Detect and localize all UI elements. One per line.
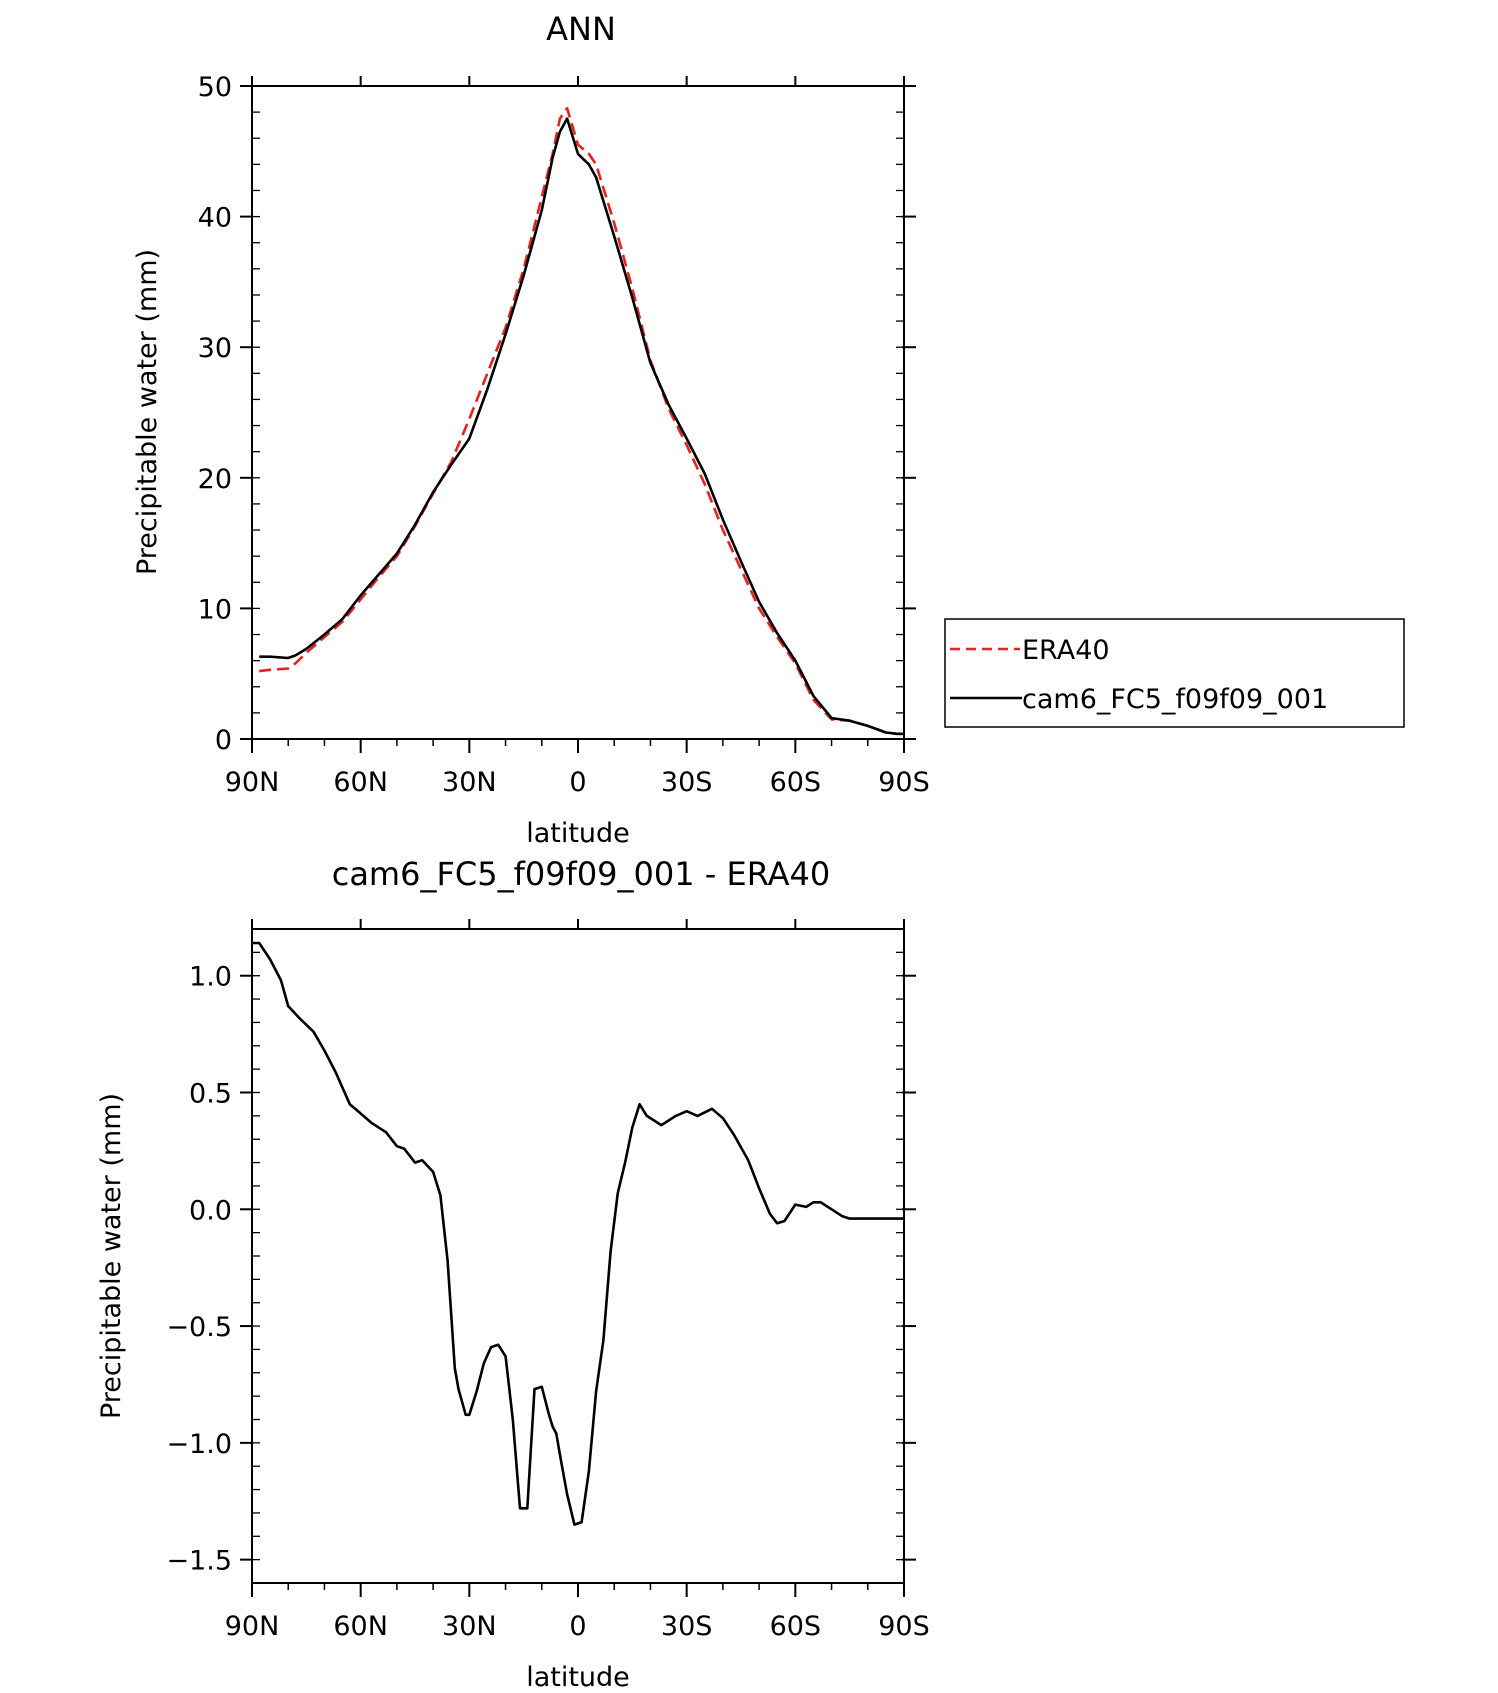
top-series-lines <box>259 106 904 736</box>
top-y-axis-label: Precipitable water (mm) <box>132 249 163 575</box>
top-x-axis-label: latitude <box>526 818 630 849</box>
top-series-line-1 <box>259 117 904 736</box>
top-x-tick-label: 0 <box>569 767 586 798</box>
top-plot-frame <box>251 85 905 740</box>
bottom-y-axis-label: Precipitable water (mm) <box>96 1093 127 1419</box>
bottom-ticks <box>240 919 916 1597</box>
bottom-x-tick-label: 0 <box>569 1611 586 1642</box>
top-ticks <box>240 76 916 753</box>
panel-annual-precipitable-water: ANN 0 10 20 30 40 50 90N 60N 30N 0 30S 60S 90S lati… <box>132 10 1405 849</box>
top-x-tick-label: 30N <box>442 767 497 798</box>
legend-box <box>944 618 1405 728</box>
panel-difference: cam6_FC5_f09f09_001 - ERA40 −1.5 −1.0 −0.5… <box>96 855 930 1693</box>
chart-title: ANN <box>546 10 616 48</box>
legend-label-era40: ERA40 <box>1022 635 1110 666</box>
chart-title-difference: cam6_FC5_f09f09_001 - ERA40 <box>332 855 831 893</box>
bottom-x-axis-label: latitude <box>526 1662 630 1693</box>
bottom-y-tick-label: −1.5 <box>166 1546 232 1577</box>
bottom-x-tick-label: 90N <box>225 1611 280 1642</box>
bottom-x-tick-labels: 90N 60N 30N 0 30S 60S 90S <box>225 1611 930 1642</box>
top-y-tick-label: 10 <box>198 594 232 625</box>
bottom-x-tick-label: 60S <box>770 1611 822 1642</box>
top-x-tick-labels: 90N 60N 30N 0 30S 60S 90S <box>225 767 930 798</box>
bottom-x-tick-label: 30N <box>442 1611 497 1642</box>
bottom-series-lines <box>252 941 904 1526</box>
top-x-tick-label: 90N <box>225 767 280 798</box>
bottom-series-line-0 <box>252 941 904 1526</box>
bottom-x-tick-label: 60N <box>333 1611 388 1642</box>
bottom-y-tick-label: −1.0 <box>166 1429 232 1460</box>
bottom-plot-frame <box>251 928 905 1584</box>
bottom-y-tick-label: 0.5 <box>189 1079 232 1110</box>
top-x-tick-label: 60S <box>770 767 822 798</box>
bottom-y-tick-labels: −1.5 −1.0 −0.5 0.0 0.5 1.0 <box>166 962 232 1577</box>
top-y-tick-label: 30 <box>198 333 232 364</box>
top-series-line-0 <box>259 106 904 736</box>
legend: ERA40 cam6_FC5_f09f09_001 <box>944 618 1405 728</box>
bottom-y-tick-label: −0.5 <box>166 1312 232 1343</box>
top-x-tick-label: 30S <box>661 767 713 798</box>
top-x-tick-label: 60N <box>333 767 388 798</box>
top-y-tick-label: 50 <box>198 72 232 103</box>
top-y-tick-label: 40 <box>198 203 232 234</box>
legend-label-cam6: cam6_FC5_f09f09_001 <box>1022 684 1328 715</box>
top-y-tick-label: 0 <box>215 725 232 756</box>
bottom-x-tick-label: 90S <box>878 1611 930 1642</box>
bottom-x-tick-label: 30S <box>661 1611 713 1642</box>
top-y-tick-label: 20 <box>198 464 232 495</box>
top-y-tick-labels: 0 10 20 30 40 50 <box>198 72 232 756</box>
bottom-y-tick-label: 0.0 <box>189 1195 232 1226</box>
bottom-y-tick-label: 1.0 <box>189 962 232 993</box>
top-x-tick-label: 90S <box>878 767 930 798</box>
